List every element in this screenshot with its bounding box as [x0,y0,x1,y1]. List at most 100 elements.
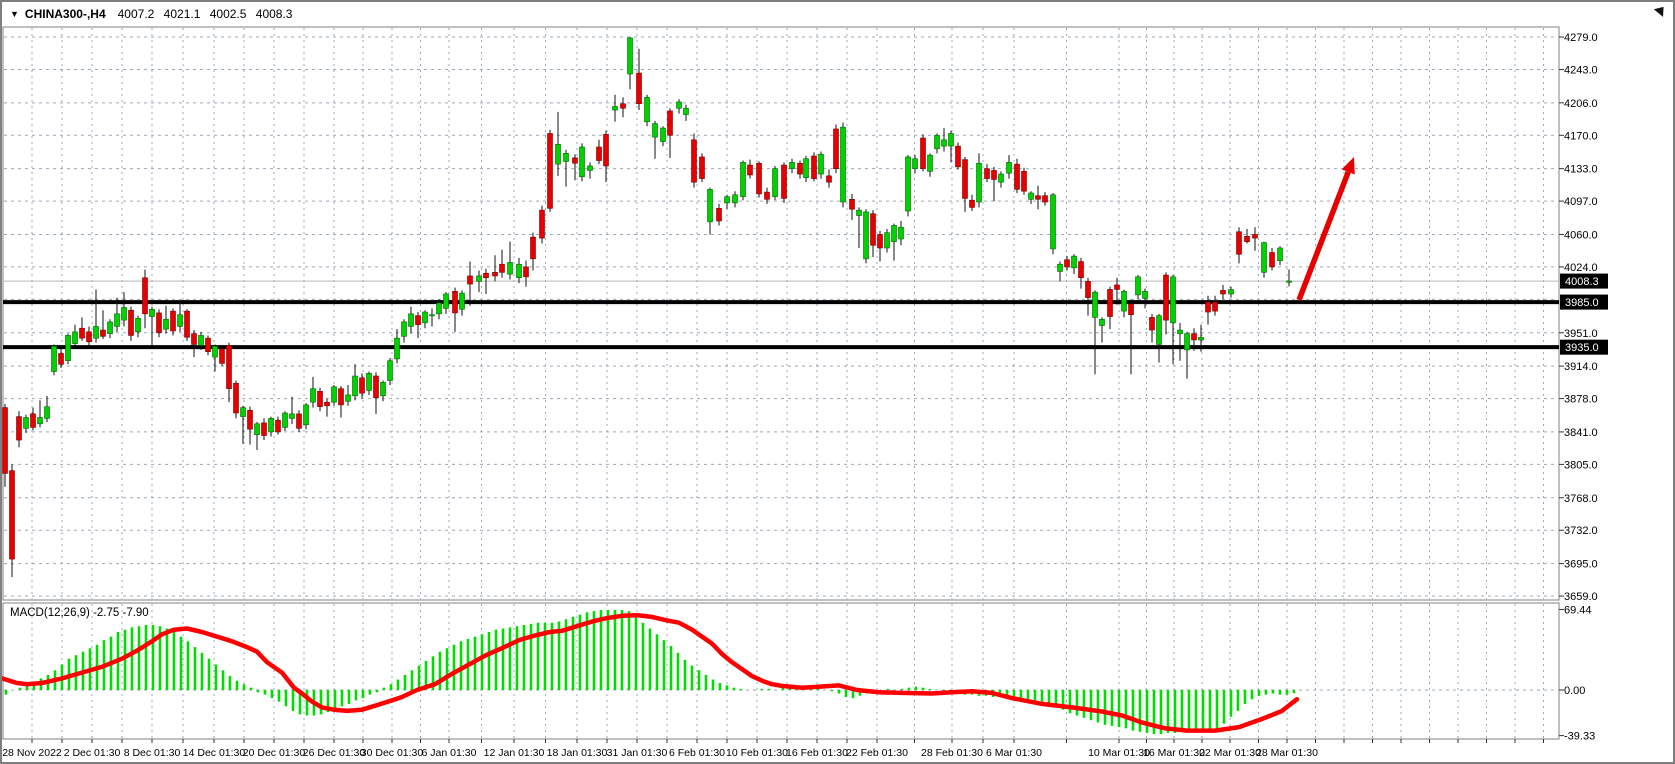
candlestick [898,226,904,240]
candlestick [1028,192,1034,200]
time-axis-label: 20 Dec 01:30 [243,747,306,759]
price-axis-label: 4024.0 [1564,262,1598,274]
candlestick [732,194,738,204]
candlestick [443,293,449,309]
candlestick [572,157,578,164]
candlestick [603,134,609,167]
candlestick [492,272,498,277]
candlestick [612,106,618,111]
candlestick [563,153,569,162]
candlestick [984,168,990,179]
candlestick [387,360,393,381]
candlestick [699,156,705,179]
candlestick [1198,336,1204,341]
candlestick [863,211,869,260]
candlestick [676,101,682,109]
candlestick [740,162,746,197]
candlestick [30,413,36,428]
candlestick [507,262,513,275]
candlestick [212,345,218,358]
candlestick [72,331,78,344]
candlestick [620,103,626,109]
candlestick [826,175,832,183]
candlestick [1035,195,1041,200]
candlestick [380,382,386,397]
candlestick [324,401,330,407]
candlestick [1021,171,1027,192]
candlestick [1071,255,1077,269]
candlestick [23,417,29,429]
candlestick [9,470,15,560]
candlestick [310,388,316,403]
low-value: 4002.5 [209,7,247,21]
time-axis-label: 28 Mar 01:30 [1256,747,1318,759]
time-axis-label: 26 Dec 01:30 [303,747,366,759]
candlestick [756,162,762,195]
candlestick [1177,329,1183,334]
candlestick [233,382,239,414]
candlestick [833,128,839,169]
candlestick [79,327,85,339]
candlestick [1205,301,1211,313]
candlestick [1099,318,1105,326]
time-axis-label: 22 Feb 01:30 [846,747,908,759]
candlestick [1078,261,1084,279]
candlestick [114,313,120,327]
price-axis-label: 3768.0 [1564,493,1598,505]
candlestick [317,391,323,407]
price-axis-label: 4097.0 [1564,196,1598,208]
price-badge-label: 3985.0 [1565,297,1599,309]
close-value: 4008.3 [255,7,293,21]
symbol-dropdown-icon[interactable]: ▼ [10,9,19,19]
candlestick [1191,333,1197,341]
candlestick [65,335,71,362]
candlestick [177,314,183,327]
chart-canvas[interactable]: 4279.0 4243.0 4206.0 4170.0 4133.0 4097.0 4060… [2,26,1675,764]
candlestick [991,170,997,180]
candlestick [483,272,489,279]
candlestick [636,72,642,105]
price-axis-label: 3878.0 [1564,394,1598,406]
candlestick [905,156,911,212]
candlestick [303,404,309,426]
candlestick [884,232,890,249]
macd-panel[interactable] [2,602,1560,740]
candlestick [476,275,482,282]
up-arrow-annotation[interactable] [1296,170,1351,301]
candlestick [555,144,561,165]
candlestick [976,162,982,203]
candlestick [261,422,267,436]
candlestick [856,209,862,216]
price-axis-label: 4133.0 [1564,164,1598,176]
time-axis-label: 10 Mar 01:30 [1088,747,1150,759]
time-axis-label: 8 Dec 01:30 [124,747,181,759]
macd-axis-label: -39.33 [1564,731,1595,743]
candlestick [691,139,697,183]
candlestick [459,292,465,310]
time-axis-label: 10 Feb 01:30 [726,747,788,759]
candlestick [51,345,57,372]
candlestick [969,199,975,208]
candlestick [724,196,730,204]
candlestick [772,168,778,197]
candlestick [44,406,50,419]
candlestick [191,333,197,345]
candlestick [16,416,22,441]
candlestick [135,318,141,333]
candlestick [331,386,337,403]
price-panel[interactable] [2,26,1560,601]
candlestick [247,409,253,430]
candlestick [920,137,926,169]
price-axis-label: 3914.0 [1564,361,1598,373]
candlestick [547,133,553,209]
chart-title-bar: ▼ CHINA300-,H4 4007.2 4021.1 4002.5 4008… [2,2,1673,26]
candlestick [415,315,421,325]
candlestick [870,213,876,246]
candlestick [530,236,536,260]
candlestick [296,413,302,429]
candlestick [818,153,824,175]
candlestick [1085,281,1091,298]
candlestick [523,266,529,278]
macd-signal-line [2,612,1300,733]
